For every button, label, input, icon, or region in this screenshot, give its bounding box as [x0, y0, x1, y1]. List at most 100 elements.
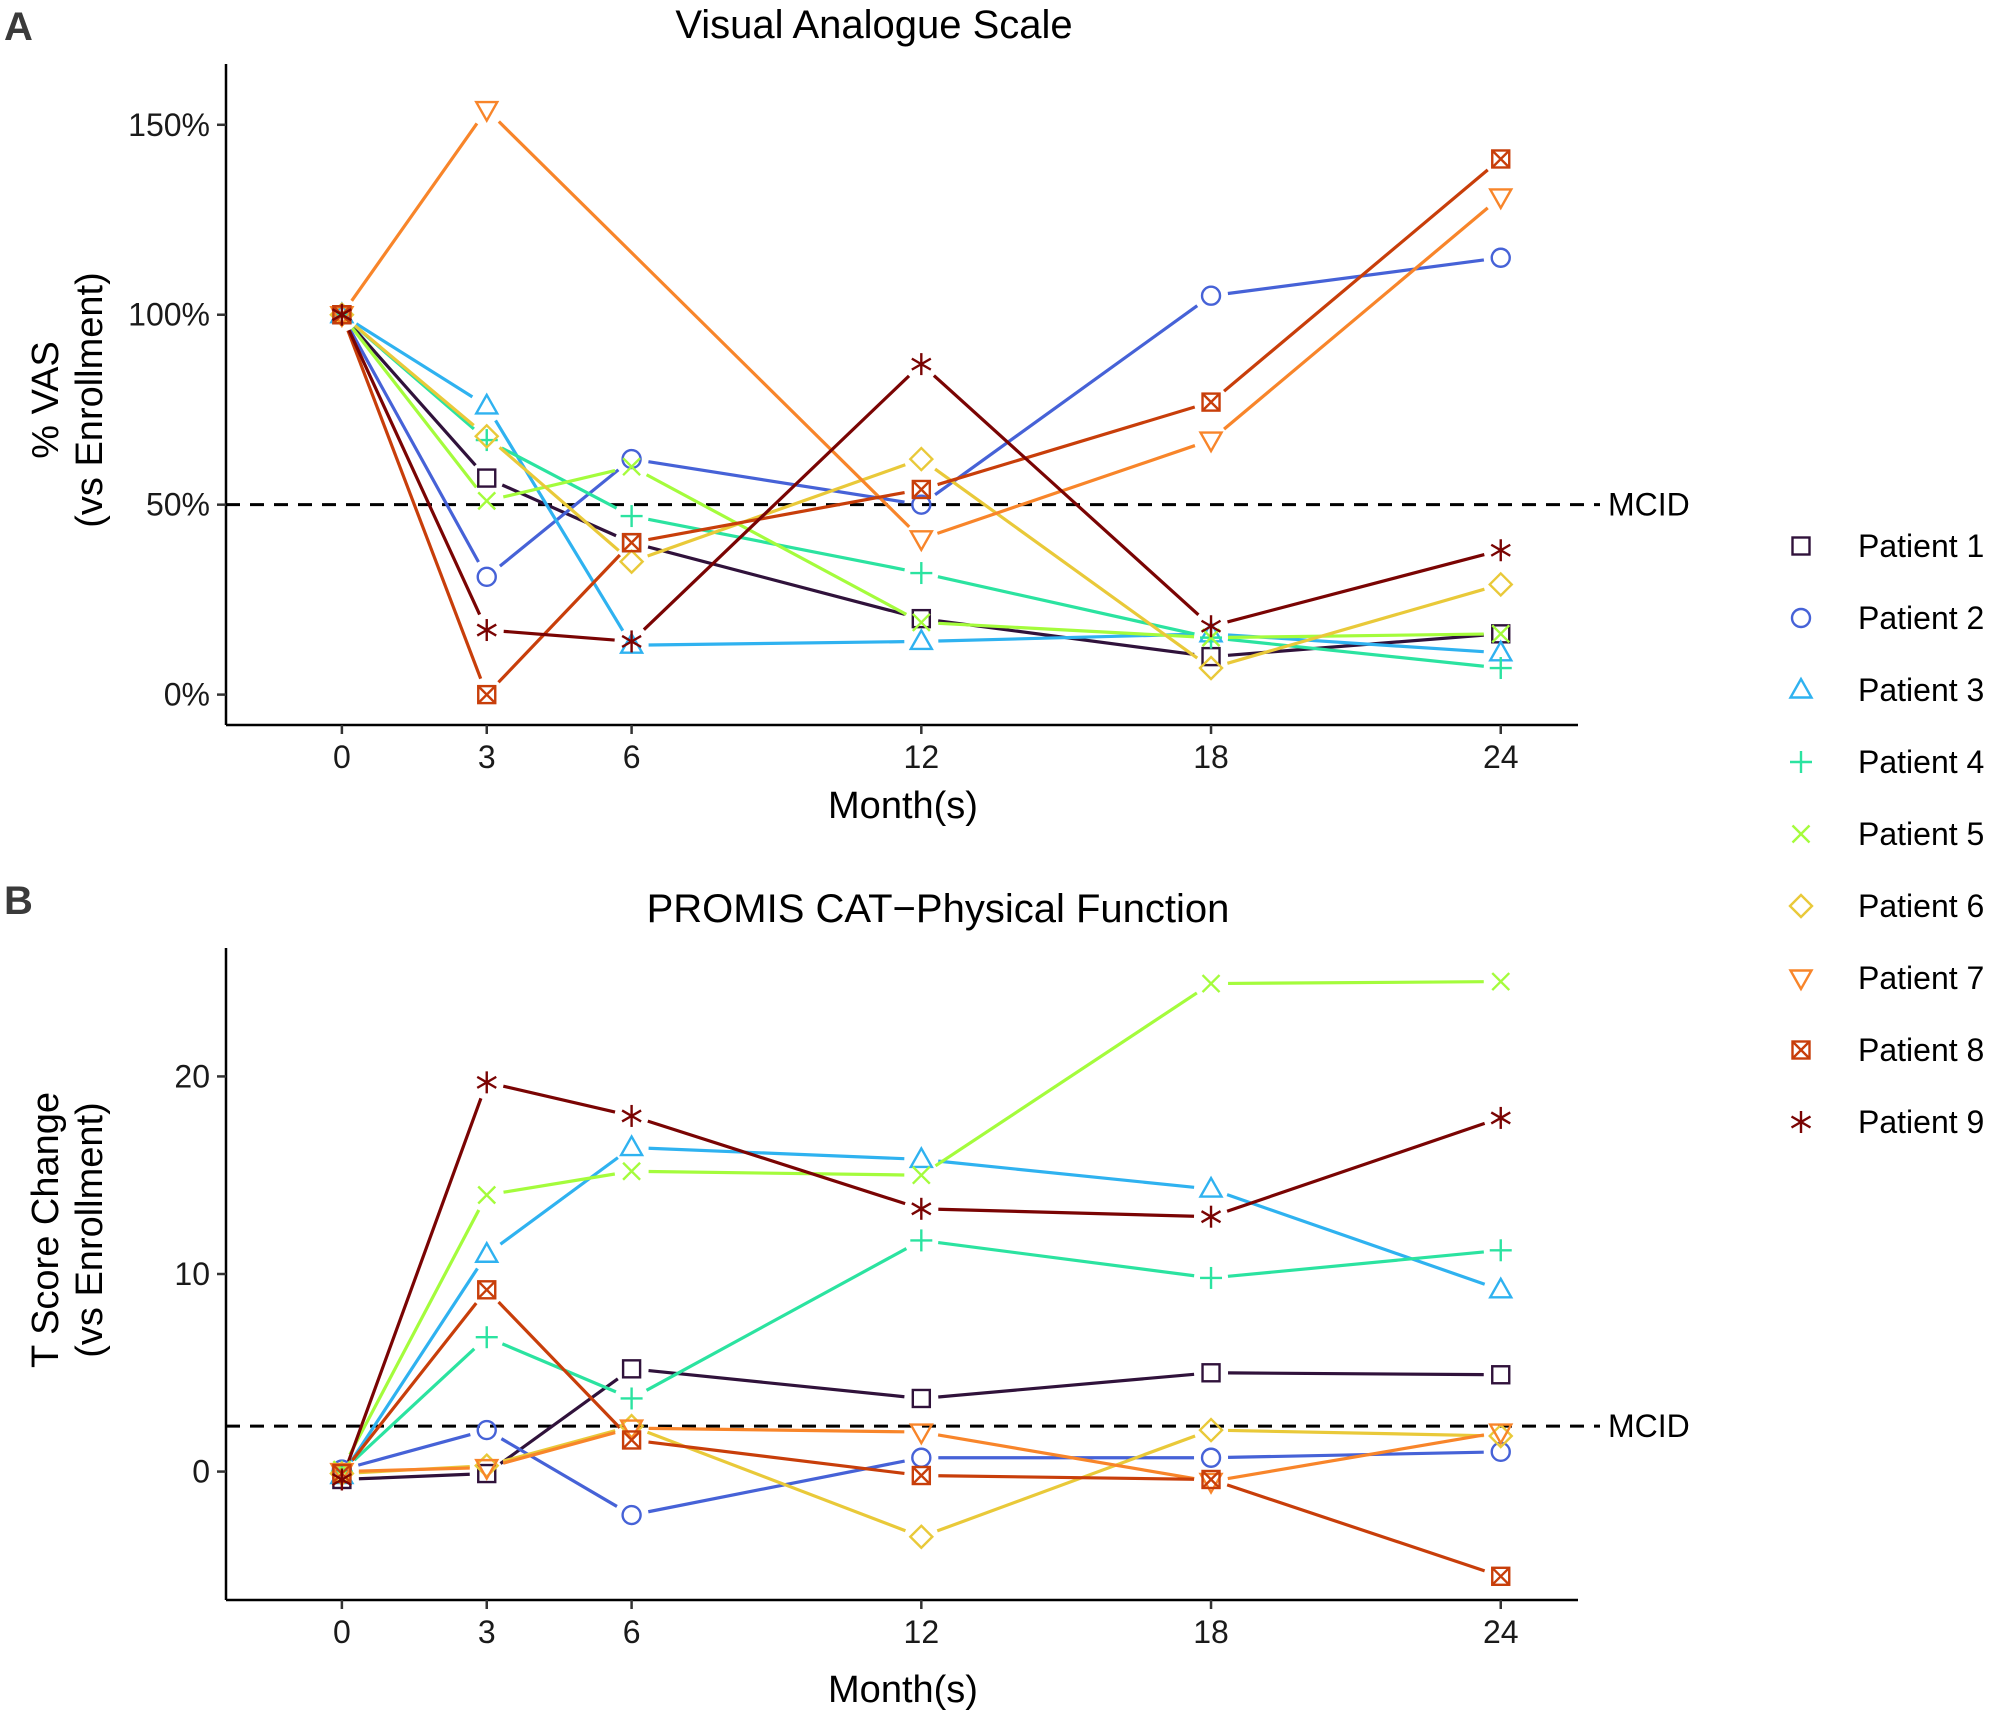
panel-b-ylabel-line2: (vs Enrollment): [69, 1102, 111, 1358]
panel-a-axes: 0% 50% 100% 150% 0 3 6 12 18 24 MCID: [128, 64, 1690, 775]
panel-b-point-patient-9: [911, 1197, 932, 1220]
panel-a-line-patient-9: [347, 329, 482, 616]
panel-a-point-patient-4: [620, 505, 643, 528]
panel-b-point-patient-1: [1491, 1365, 1511, 1385]
panel-a-point-patient-9: [1200, 615, 1222, 638]
panel-a-x-axis-title: Month(s): [828, 785, 978, 827]
panel-b-line-patient-1: [648, 1368, 905, 1399]
panel-a-line-patient-7: [1223, 206, 1489, 431]
panel-b-point-patient-5: [477, 1185, 497, 1205]
panel-a-line-patient-8: [1223, 168, 1489, 393]
panel-a-line-patient-2: [934, 304, 1199, 497]
panel-b-point-patient-6: [908, 1524, 935, 1550]
panel-a-point-patient-8: [1201, 392, 1221, 412]
panel-a-title: Visual Analogue Scale: [675, 3, 1072, 47]
panel-b-line-patient-9: [647, 1119, 906, 1206]
panel-a-line-patient-1: [351, 326, 477, 467]
panel-b-line-patient-9: [1226, 1121, 1486, 1213]
panel-a-point-patient-1: [477, 468, 497, 488]
panel-a-line-patient-4: [1227, 637, 1485, 668]
legend: Patient 1 Patient 2 Patient 3 Patient 4 Pati…: [1788, 528, 1984, 1140]
panel-a-line-patient-7: [350, 122, 479, 302]
panel-a-point-patient-2: [1200, 285, 1222, 306]
panel-a-series-lines: [346, 120, 1489, 684]
panel-b-point-patient-3: [1488, 1276, 1514, 1299]
panel-b-series-markers: [329, 972, 1514, 1586]
panel-a-line-patient-3: [355, 322, 474, 399]
panel-a-line-patient-5: [502, 469, 616, 499]
panel-a-point-patient-5: [911, 613, 931, 632]
panel-a-point-patient-8: [477, 684, 497, 705]
panel-b-line-patient-8: [1226, 1483, 1486, 1573]
panel-b-point-patient-7: [1488, 1423, 1514, 1446]
panel-a-point-patient-9: [621, 630, 642, 653]
panel-b-line-patient-3: [1226, 1193, 1486, 1286]
panel-b-ylabel-line1: T Score Change: [25, 1092, 67, 1368]
panel-b-point-patient-5: [911, 1165, 931, 1185]
panel-a-point-patient-9: [331, 303, 352, 326]
panel-a-point-patient-7: [1488, 188, 1514, 211]
panel-a-line-patient-5: [351, 327, 478, 489]
panel-a-line-patient-6: [353, 324, 475, 427]
panel-b-series-lines: [346, 980, 1486, 1573]
legend-label-patient-6: Patient 6: [1858, 888, 1984, 924]
legend-key-patient-7: [1788, 969, 1814, 992]
panel-b-line-patient-2: [1227, 1450, 1484, 1459]
panel-b-line-patient-1: [499, 1377, 619, 1465]
panel-a-line-patient-4: [501, 446, 618, 510]
panel-a-vas: A Visual Analogue Scale % VAS (vs Enroll…: [4, 3, 1690, 827]
panel-a-line-patient-9: [503, 629, 615, 642]
panel-a-line-patient-8: [346, 330, 483, 680]
legend-label-patient-4: Patient 4: [1858, 744, 1984, 780]
panel-a-line-patient-3: [648, 640, 905, 647]
panel-b-point-patient-8: [1201, 1469, 1221, 1490]
panel-a-point-patient-9: [911, 353, 932, 376]
panel-a-mcid-label: MCID: [1608, 487, 1690, 523]
panel-b-x-tick-label: 0: [333, 1614, 351, 1650]
panel-a-point-patient-7: [1198, 431, 1224, 454]
panel-b-x-tick-label: 18: [1193, 1614, 1229, 1650]
panel-a-point-patient-1: [911, 608, 932, 629]
panel-a-line-patient-6: [498, 446, 620, 552]
panel-b-point-patient-4: [1489, 1239, 1512, 1262]
legend-key-patient-1: [1791, 536, 1811, 556]
panel-a-line-patient-9: [1227, 553, 1485, 624]
panel-b-line-patient-8: [351, 1302, 478, 1462]
panel-a-letter: A: [4, 5, 33, 49]
legend-key-patient-5: [1791, 824, 1811, 844]
panel-b-line-patient-3: [648, 1146, 905, 1161]
panel-a-point-patient-6: [908, 446, 935, 472]
panel-b-point-patient-8: [621, 1430, 642, 1450]
panel-b-line-patient-1: [938, 1372, 1195, 1399]
panel-a-x-tick-label: 24: [1483, 739, 1519, 775]
panel-a-point-patient-9: [1490, 539, 1511, 562]
panel-b-point-patient-1: [1201, 1363, 1221, 1383]
panel-b-point-patient-8: [1491, 1566, 1511, 1586]
panel-b-point-patient-1: [477, 1463, 497, 1484]
panel-b-line-patient-7: [648, 1426, 905, 1434]
panel-a-x-tick-label: 6: [623, 739, 641, 775]
panel-b-line-patient-3: [499, 1156, 619, 1246]
panel-b-point-patient-3: [619, 1134, 645, 1157]
legend-key-patient-2: [1790, 607, 1812, 629]
panel-b-point-patient-3: [1198, 1175, 1224, 1198]
panel-b-point-patient-7: [619, 1419, 645, 1442]
panel-b-point-patient-8: [911, 1465, 932, 1486]
panel-b-line-patient-7: [502, 1431, 616, 1465]
panel-b-line-patient-6: [502, 1429, 616, 1463]
panel-b-line-patient-4: [645, 1247, 908, 1392]
panel-b-line-patient-3: [349, 1267, 479, 1463]
panel-a-line-patient-2: [648, 460, 905, 504]
panel-b-line-patient-8: [938, 1474, 1195, 1481]
panel-b-promis: B PROMIS CAT−Physical Function T Score C…: [4, 879, 1690, 1711]
panel-b-line-patient-4: [501, 1342, 617, 1394]
panel-b-y-tick-label: 20: [174, 1058, 210, 1094]
panel-b-x-tick-label: 3: [478, 1614, 496, 1650]
panel-b-line-patient-9: [502, 1084, 616, 1114]
legend-label-patient-7: Patient 7: [1858, 960, 1984, 996]
panel-b-line-patient-4: [353, 1347, 476, 1462]
panel-a-line-patient-9: [642, 374, 911, 631]
panel-a-line-patient-1: [647, 545, 906, 616]
panel-a-x-tick-label: 12: [904, 739, 940, 775]
